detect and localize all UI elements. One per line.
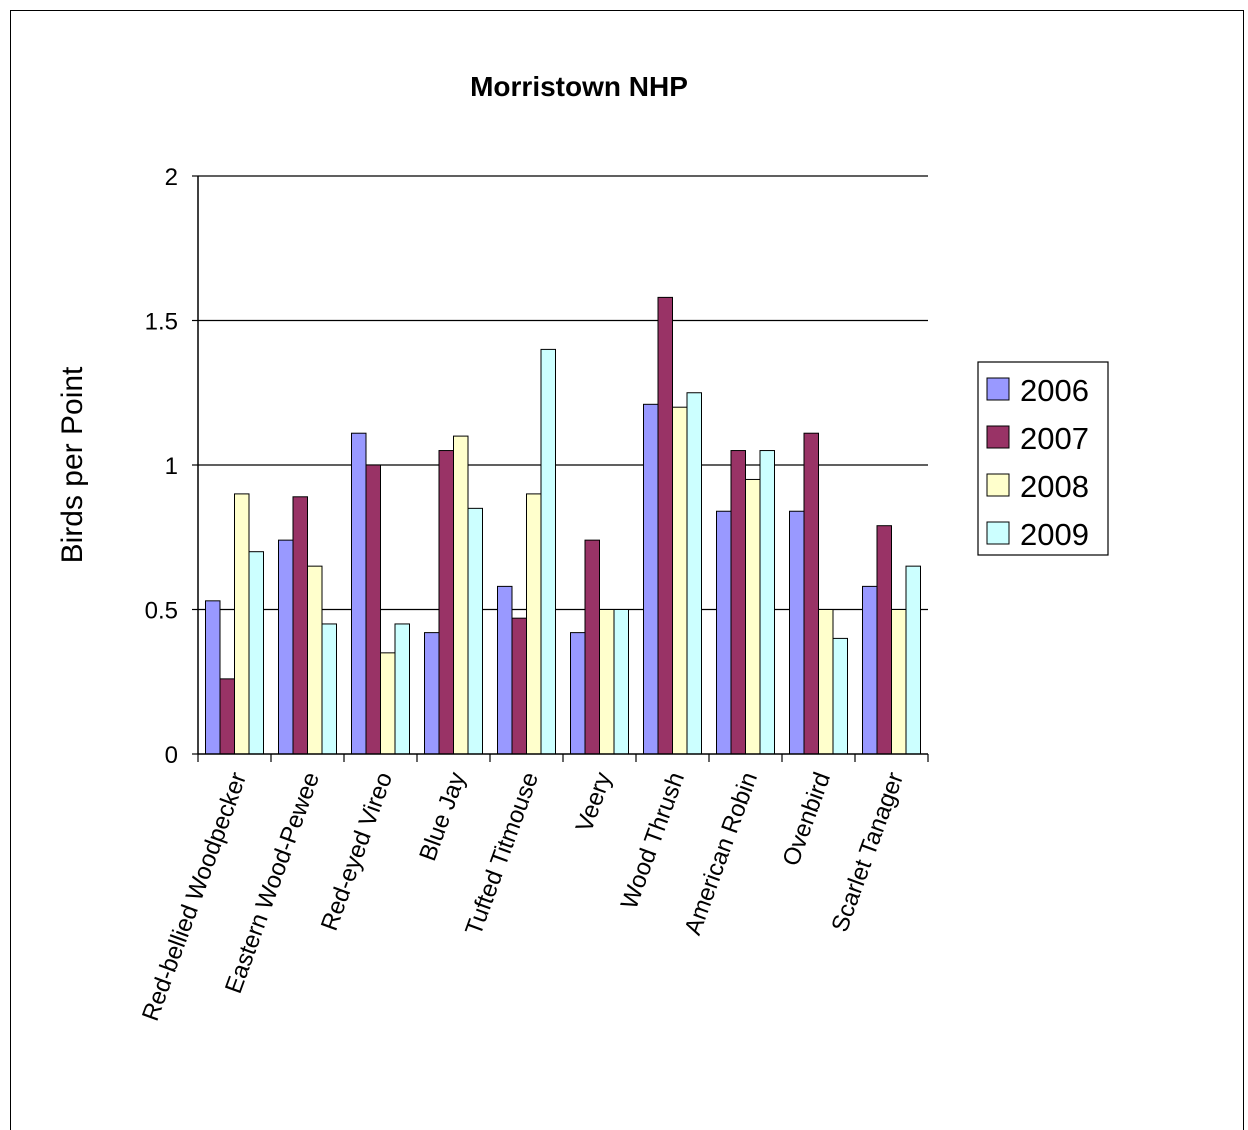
bar-2009-5	[613, 609, 629, 755]
legend-label-2007: 2007	[1020, 421, 1089, 456]
bar-2007-7	[730, 450, 746, 755]
bar-2006-2	[351, 432, 367, 755]
bar-2007-4	[511, 617, 527, 755]
legend-swatch-2007	[986, 425, 1010, 449]
bar-2006-1	[278, 539, 294, 755]
x-tick-label: American Robin	[679, 769, 763, 939]
bar-2008-8	[818, 609, 834, 755]
bar-2008-6	[672, 406, 688, 755]
bar-2008-1	[307, 565, 323, 755]
x-tick-label: Blue Jay	[414, 769, 471, 865]
bar-2009-1	[321, 623, 337, 755]
bar-2008-9	[891, 609, 907, 755]
bar-2006-5	[570, 632, 586, 755]
bar-2006-7	[716, 510, 732, 755]
bar-2006-6	[643, 403, 659, 755]
bar-2007-6	[657, 296, 673, 755]
bar-2008-5	[599, 609, 615, 755]
legend-label-2006: 2006	[1020, 373, 1089, 408]
x-tick-label: Wood Thrush	[616, 769, 690, 913]
bars	[205, 296, 921, 755]
bar-2009-7	[759, 450, 775, 755]
legend-swatch-2009	[986, 521, 1010, 545]
x-tick-label: Tufted Titmouse	[460, 769, 544, 939]
bar-2008-0	[234, 493, 250, 755]
y-tick-label: 1.5	[145, 309, 178, 336]
y-tick-label: 0	[165, 742, 178, 769]
x-tick-label: Ovenbird	[777, 769, 836, 870]
bar-2009-9	[905, 565, 921, 755]
bar-2007-5	[584, 539, 600, 755]
bar-2007-2	[365, 464, 381, 755]
legend-swatch-2006	[986, 377, 1010, 401]
x-tick-label: Red-eyed Vireo	[316, 769, 398, 935]
chart-frame	[10, 10, 1244, 1130]
y-axis-label: Birds per Point	[56, 366, 89, 563]
legend: 2006 2007 2008 2009	[977, 361, 1109, 556]
x-tick-label: Veery	[571, 769, 617, 836]
bar-2008-7	[745, 478, 761, 755]
bar-2008-2	[380, 652, 396, 755]
legend-label-2009: 2009	[1020, 517, 1089, 552]
bar-2009-6	[686, 392, 702, 755]
bar-2008-4	[526, 493, 542, 755]
bar-2009-3	[467, 507, 483, 755]
legend-label-2008: 2008	[1020, 469, 1089, 504]
bar-2006-4	[497, 585, 513, 755]
bar-2006-8	[789, 510, 805, 755]
bar-2006-0	[205, 600, 221, 755]
y-tick-label: 0.5	[145, 598, 178, 625]
bar-2007-1	[292, 496, 308, 755]
bar-2007-8	[803, 432, 819, 755]
bar-2008-3	[453, 435, 469, 755]
bar-2007-3	[438, 450, 454, 755]
bar-2006-3	[424, 632, 440, 755]
bar-2009-2	[394, 623, 410, 755]
bar-2007-9	[876, 525, 892, 755]
bar-2009-0	[248, 551, 264, 755]
legend-swatch-2008	[986, 473, 1010, 497]
x-tick-label: Scarlet Tanager	[826, 769, 909, 936]
y-tick-label: 1	[165, 453, 178, 480]
bar-2006-9	[862, 585, 878, 755]
y-tick-label: 2	[165, 164, 178, 191]
bar-2009-4	[540, 348, 556, 755]
bar-2009-8	[832, 637, 848, 755]
chart-title: Morristown NHP	[470, 71, 688, 102]
bar-2007-0	[219, 678, 235, 755]
